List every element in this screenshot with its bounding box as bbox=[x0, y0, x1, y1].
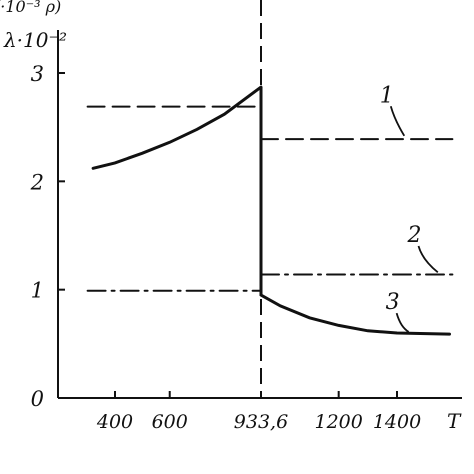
y-axis-label: λ·10⁻² bbox=[3, 28, 67, 52]
series: 1 2 3 bbox=[86, 0, 454, 398]
series-3-segment-2 bbox=[259, 293, 451, 336]
x-tick-label: 600 bbox=[152, 411, 188, 433]
y-tick-label: 3 bbox=[31, 62, 44, 86]
curve-label-1: 1 bbox=[380, 83, 394, 108]
y-tick-label: 0 bbox=[31, 387, 44, 411]
y-tick-label: 1 bbox=[31, 279, 44, 303]
curve-label-2: 2 bbox=[406, 223, 421, 248]
curve-leader-1 bbox=[389, 106, 406, 137]
x-tick-label: 1200 bbox=[315, 411, 363, 433]
series-3-segment-1 bbox=[91, 85, 263, 170]
ticks: 0 1 2 3 400 600 933,6 1200 1400 bbox=[30, 62, 422, 433]
curve-leader-3 bbox=[395, 312, 410, 333]
curve-label-3: 3 bbox=[386, 290, 400, 315]
x-tick-label: 1400 bbox=[373, 411, 421, 433]
curve-leader-2 bbox=[417, 245, 439, 274]
x-tick-label: 933,6 bbox=[234, 411, 288, 433]
labels: λ·10⁻² (·10⁻³ ρ) T bbox=[0, 0, 462, 433]
y-tick-label: 2 bbox=[30, 170, 44, 194]
x-tick-label: 400 bbox=[96, 411, 133, 433]
x-axis-label: T bbox=[447, 409, 462, 433]
y-axis-label-partial: (·10⁻³ ρ) bbox=[0, 0, 61, 16]
